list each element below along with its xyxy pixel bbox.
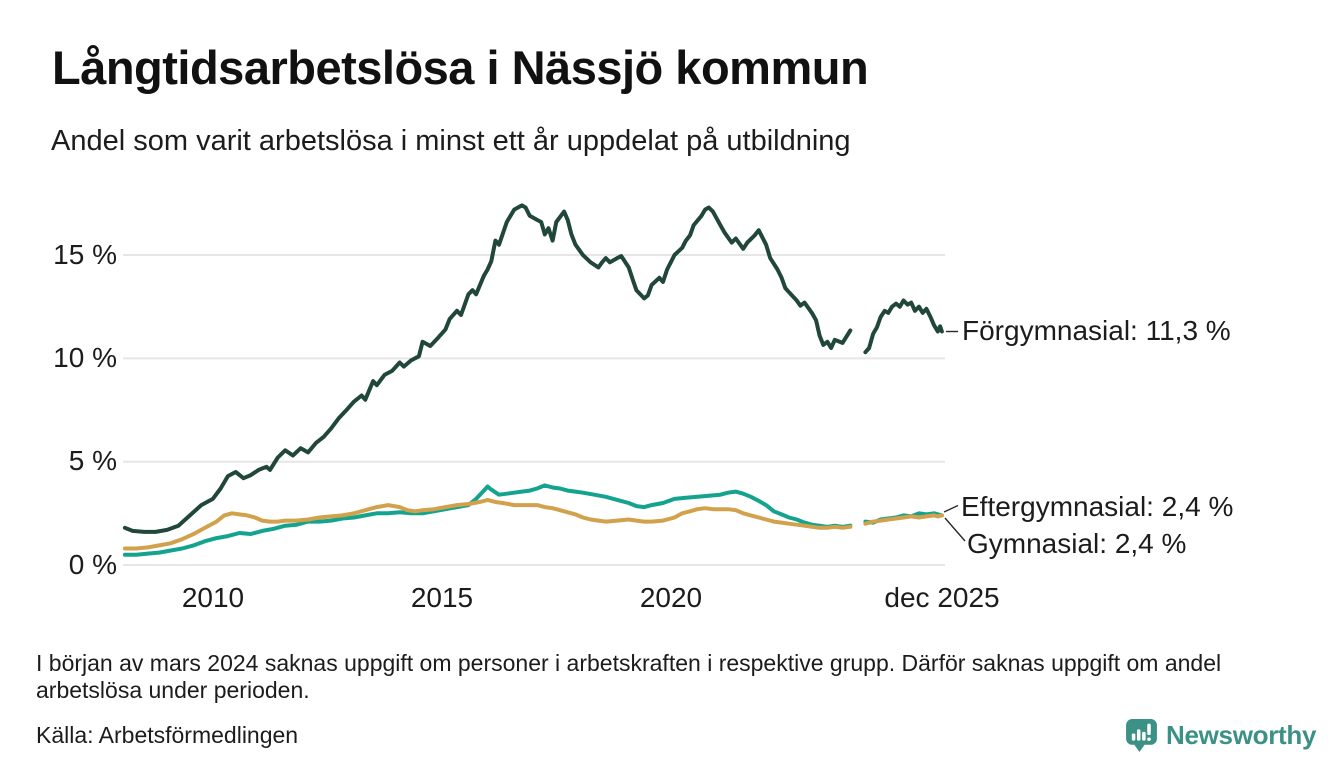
y-axis-tick-label-0: 0 % — [68, 549, 117, 580]
label-connector-eftergymnasial — [943, 504, 959, 513]
y-axis-tick-label-5: 5 % — [68, 445, 117, 476]
series-line-gymnasial-seg0 — [122, 497, 853, 551]
label-connector-gymnasial — [944, 517, 966, 542]
footnote: I början av mars 2024 saknas uppgift om … — [36, 650, 1222, 703]
newsworthy-logo-text: Newsworthy — [1166, 720, 1317, 750]
newsworthy-chart-bubble-icon — [1126, 719, 1157, 752]
page-title: Långtidsarbetslösa i Nässjö kommun — [52, 41, 869, 94]
grid-layer — [123, 254, 945, 566]
series-line-frgymnasial-seg0 — [122, 203, 853, 534]
x-axis-tick-label-2020: 2020 — [639, 582, 703, 613]
page-subtitle: Andel som varit arbetslösa i minst ett å… — [51, 125, 851, 157]
series-line-frgymnasial-seg1 — [863, 298, 944, 355]
series-line-gymnasial-seg1 — [863, 513, 944, 526]
series-line-eftergymnasial-seg0 — [122, 483, 853, 557]
series-end-label-forgymnasial: Förgymnasial: 11,3 % — [962, 315, 1231, 346]
newsworthy-logo[interactable]: Newsworthy — [1125, 718, 1316, 753]
y-axis-tick-label-15: 15 % — [53, 239, 117, 270]
x-axis-tick-label-dec-2025: dec 2025 — [884, 582, 1000, 613]
series-end-label-eftergymnasial: Eftergymnasial: 2,4 % — [961, 491, 1234, 522]
series-end-label-gymnasial: Gymnasial: 2,4 % — [967, 528, 1187, 559]
x-axis-tick-label-2015: 2015 — [410, 582, 474, 613]
source-note: Källa: Arbetsförmedlingen — [36, 722, 299, 748]
y-axis-tick-label-10: 10 % — [53, 342, 117, 373]
series-layer — [122, 203, 944, 557]
x-axis-tick-label-2010: 2010 — [181, 582, 245, 613]
